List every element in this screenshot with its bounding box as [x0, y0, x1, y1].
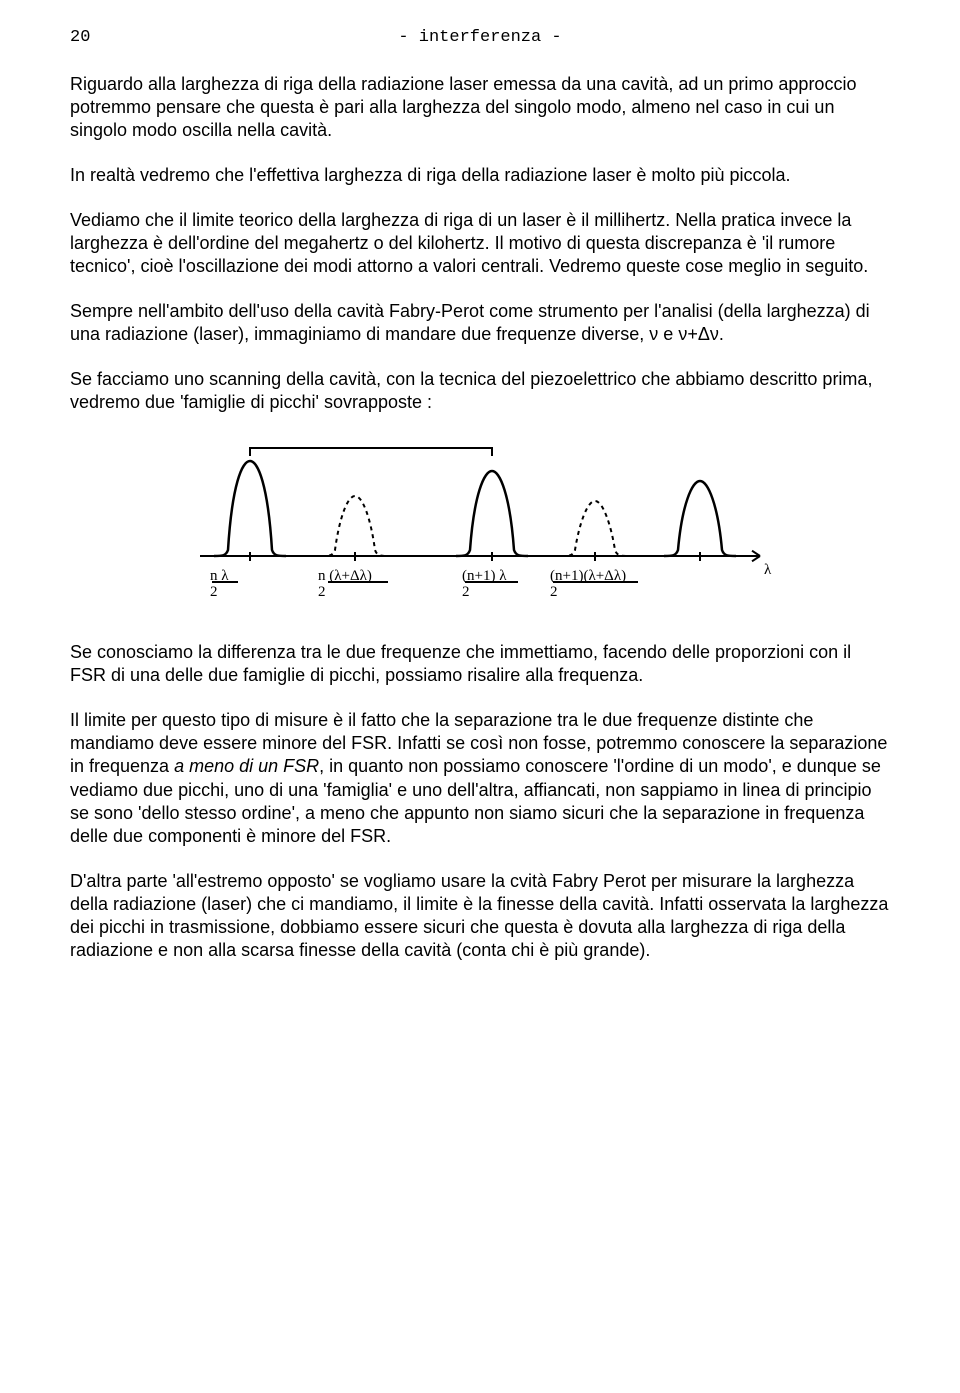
svg-text:λ: λ	[764, 562, 772, 578]
svg-text:2: 2	[210, 584, 218, 600]
peaks-diagram: λn λ 2n (λ+Δλ) 2(n+1) λ 2(n+1)(λ+Δλ) 2	[70, 436, 890, 611]
paragraph-1: Riguardo alla larghezza di riga della ra…	[70, 73, 890, 142]
paragraph-7: Il limite per questo tipo di misure è il…	[70, 709, 890, 847]
paragraph-3: Vediamo che il limite teorico della larg…	[70, 209, 890, 278]
paragraph-8: D'altra parte 'all'estremo opposto' se v…	[70, 870, 890, 962]
page-number: 20	[70, 28, 100, 47]
paragraph-7-italic: a meno di un FSR	[174, 756, 319, 776]
svg-text:2: 2	[318, 584, 326, 600]
page-container: 20 - interferenza - Riguardo alla larghe…	[0, 0, 960, 1024]
paragraph-5: Se facciamo uno scanning della cavità, c…	[70, 368, 890, 414]
paragraph-2: In realtà vedremo che l'effettiva larghe…	[70, 164, 890, 187]
paragraph-4: Sempre nell'ambito dell'uso della cavità…	[70, 300, 890, 346]
svg-text:2: 2	[550, 584, 558, 600]
paragraph-6: Se conosciamo la differenza tra le due f…	[70, 641, 890, 687]
page-title: - interferenza -	[100, 28, 890, 47]
page-header: 20 - interferenza -	[70, 28, 890, 47]
svg-text:2: 2	[462, 584, 470, 600]
peaks-svg: λn λ 2n (λ+Δλ) 2(n+1) λ 2(n+1)(λ+Δλ) 2	[170, 436, 790, 606]
